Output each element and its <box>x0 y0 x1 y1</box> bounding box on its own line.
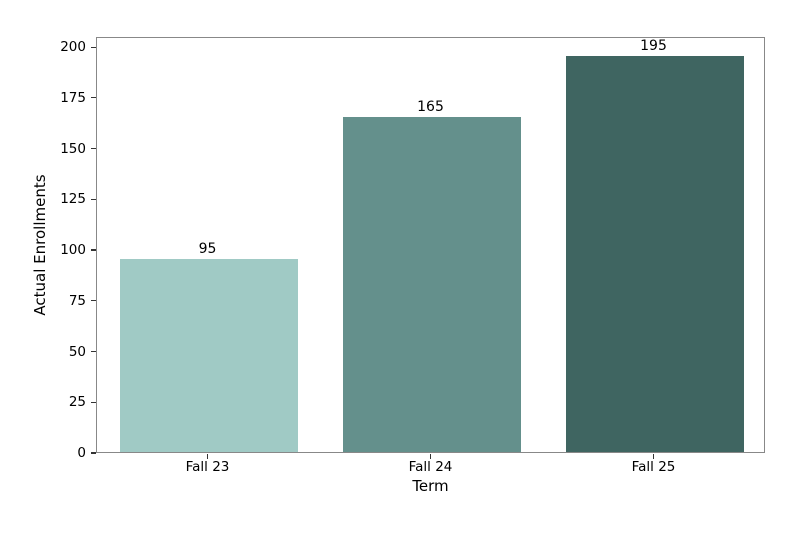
y-tick-label: 75 <box>68 292 86 309</box>
bar-value-label: 195 <box>640 38 667 55</box>
x-tick-label: Fall 24 <box>408 459 453 475</box>
y-tick-label: 0 <box>77 445 86 461</box>
y-tick-mark <box>91 198 96 200</box>
x-axis-title: Term <box>412 477 449 495</box>
x-tick-mark <box>429 454 432 459</box>
bar-fall-24 <box>342 117 521 452</box>
bar-fall-25 <box>565 56 744 452</box>
bar-value-label: 95 <box>198 241 217 258</box>
x-tick-mark <box>206 454 209 459</box>
y-tick-mark <box>91 452 96 454</box>
y-tick-label: 175 <box>60 89 86 106</box>
x-tick-label: Fall 25 <box>631 459 676 475</box>
x-tick-label: Fall 23 <box>185 459 230 475</box>
y-tick-mark <box>91 401 96 403</box>
plot-area <box>96 37 765 453</box>
y-tick-label: 50 <box>68 343 86 360</box>
y-tick-mark <box>91 350 96 353</box>
y-tick-mark <box>91 300 96 302</box>
y-tick-label: 25 <box>68 394 86 411</box>
y-tick-label: 200 <box>60 39 86 56</box>
bar-value-label: 165 <box>417 99 444 116</box>
y-tick-label: 150 <box>60 140 86 157</box>
y-tick-mark <box>91 46 96 48</box>
bar-fall-23 <box>119 259 298 452</box>
y-tick-label: 100 <box>60 242 86 259</box>
y-tick-mark <box>91 148 96 150</box>
y-tick-mark <box>91 97 96 99</box>
y-tick-label: 125 <box>60 191 86 208</box>
x-tick-mark <box>652 454 655 459</box>
y-tick-mark <box>91 249 96 251</box>
